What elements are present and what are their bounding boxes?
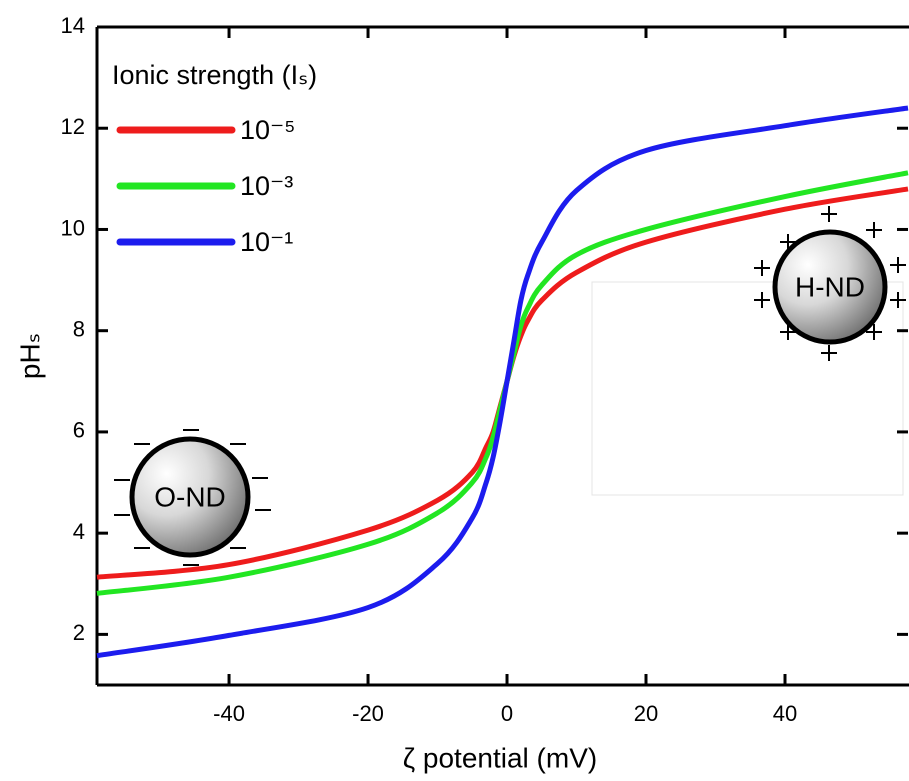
legend-bg xyxy=(110,102,240,260)
legend-label: 10⁻¹ xyxy=(240,227,293,257)
y-tick-label: 2 xyxy=(73,620,85,645)
h-nd-particle xyxy=(754,206,906,361)
x-tick-label: 40 xyxy=(773,701,797,726)
legend-label: 10⁻⁵ xyxy=(240,115,295,145)
y-tick-label: 8 xyxy=(73,317,85,342)
y-tick-label: 12 xyxy=(61,114,85,139)
legend-label: 10⁻³ xyxy=(240,171,293,201)
annotation: H-ND xyxy=(795,271,865,302)
x-tick-label: -40 xyxy=(213,701,245,726)
y-tick-label: 6 xyxy=(73,418,85,443)
x-tick-label: -20 xyxy=(352,701,384,726)
x-tick-label: 0 xyxy=(501,701,513,726)
x-tick-label: 20 xyxy=(634,701,658,726)
curve xyxy=(96,105,909,659)
o-nd-particle xyxy=(114,429,271,566)
y-tick-label: 4 xyxy=(73,519,85,544)
plot-area: 2 4 6 8 10 12 14 -40 -20 0 20 40 xyxy=(61,13,909,726)
annotation: O-ND xyxy=(154,481,226,512)
x-axis-label: ζ potential (mV) xyxy=(403,742,597,773)
y-axis-label: pHₛ xyxy=(14,333,45,379)
legend: 10⁻⁵ 10⁻³ 10⁻¹ xyxy=(110,102,295,260)
legend-title: Ionic strength (Iₛ) xyxy=(112,60,317,90)
y-tick-label: 10 xyxy=(61,215,85,240)
y-tick-label: 14 xyxy=(61,13,85,38)
